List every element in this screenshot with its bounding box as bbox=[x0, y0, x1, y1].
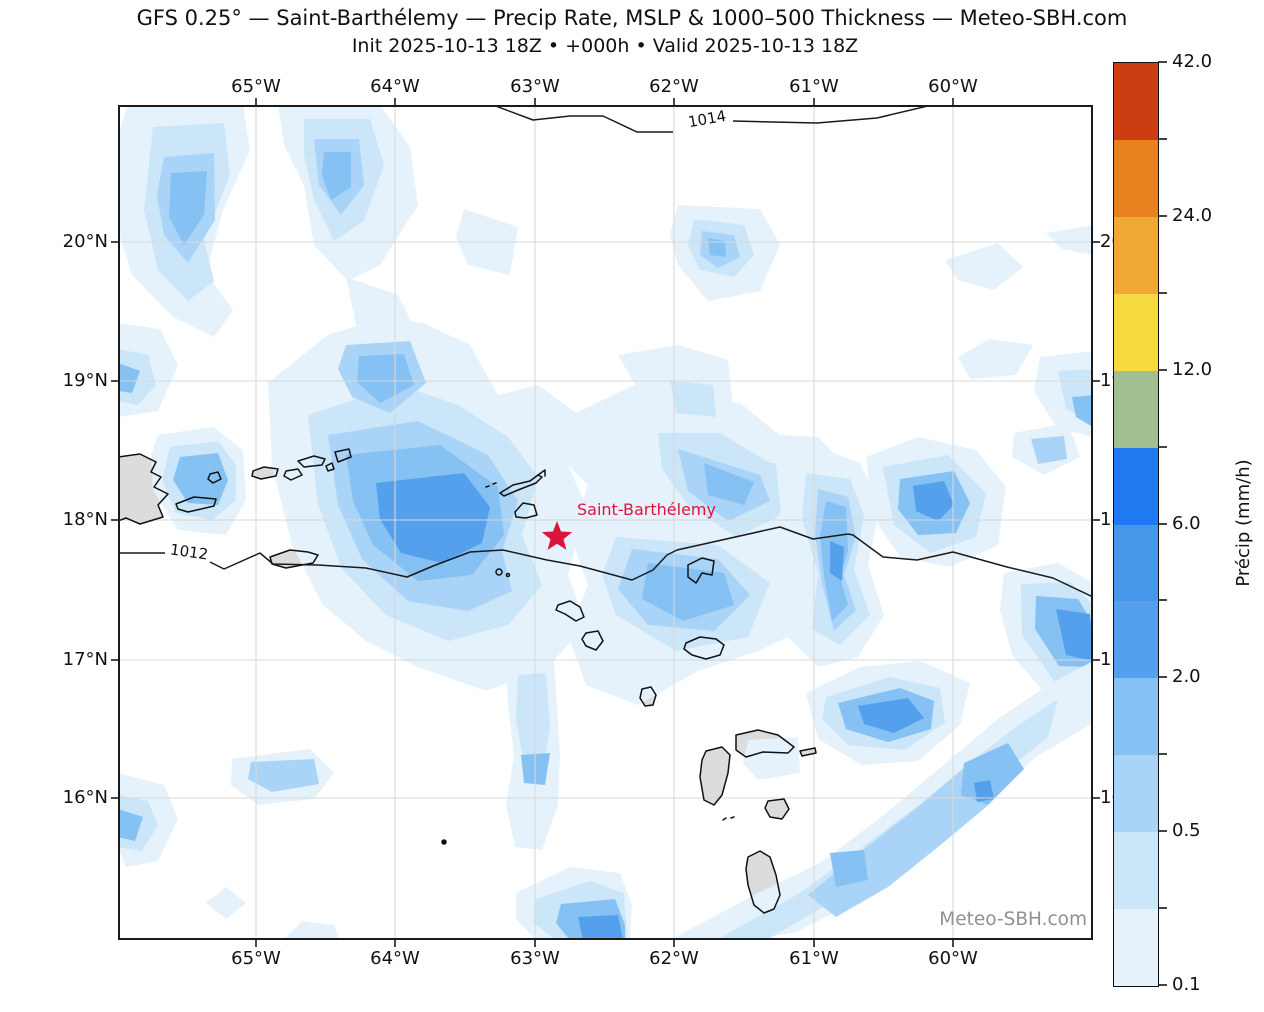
x-tick-top: 63°W bbox=[510, 76, 560, 97]
figure-subtitle: Init 2025-10-13 18Z • +000h • Valid 2025… bbox=[351, 35, 859, 57]
colorbar-segment bbox=[1114, 909, 1158, 987]
colorbar-segment bbox=[1114, 216, 1158, 294]
colorbar-tick: 42.0 bbox=[1172, 51, 1213, 72]
x-tick-bottom: 61°W bbox=[789, 948, 839, 969]
colorbar-title: Précip (mm/h) bbox=[1233, 459, 1254, 587]
colorbar-segment bbox=[1114, 601, 1158, 679]
colorbar-tick: 0.1 bbox=[1172, 974, 1201, 995]
y-tick-left: 19°N bbox=[62, 370, 108, 391]
watermark: Meteo-SBH.com bbox=[939, 909, 1087, 930]
y-tick-left: 20°N bbox=[62, 231, 108, 252]
colorbar-segment bbox=[1114, 370, 1158, 448]
x-tick-bottom: 63°W bbox=[510, 948, 560, 969]
map-canvas bbox=[120, 107, 1091, 938]
colorbar-segment bbox=[1114, 293, 1158, 371]
map-axes bbox=[118, 105, 1093, 940]
precip-colorbar bbox=[1113, 62, 1159, 987]
isobar-lines bbox=[120, 107, 1091, 597]
colorbar-segment bbox=[1114, 447, 1158, 525]
graticule bbox=[120, 107, 1091, 938]
colorbar-tick: 2.0 bbox=[1172, 666, 1201, 687]
precip-contours bbox=[120, 107, 1091, 938]
station-star-icon bbox=[541, 521, 573, 550]
x-tick-top: 62°W bbox=[649, 76, 699, 97]
colorbar-tick: 0.5 bbox=[1172, 820, 1201, 841]
x-tick-bottom: 65°W bbox=[231, 948, 281, 969]
x-tick-top: 60°W bbox=[928, 76, 978, 97]
colorbar-segment bbox=[1114, 139, 1158, 217]
colorbar-tick: 6.0 bbox=[1172, 513, 1201, 534]
x-tick-bottom: 60°W bbox=[928, 948, 978, 969]
colorbar-tick: 24.0 bbox=[1172, 205, 1213, 226]
colorbar-tick: 12.0 bbox=[1172, 359, 1213, 380]
coastlines bbox=[120, 448, 817, 914]
colorbar-segment bbox=[1114, 524, 1158, 602]
x-tick-bottom: 64°W bbox=[370, 948, 420, 969]
colorbar-segment bbox=[1114, 678, 1158, 756]
y-tick-left: 18°N bbox=[62, 509, 108, 530]
colorbar-segment bbox=[1114, 755, 1158, 833]
x-tick-top: 64°W bbox=[370, 76, 420, 97]
x-tick-top: 65°W bbox=[231, 76, 281, 97]
figure-title: GFS 0.25° — Saint-Barthélemy — Precip Ra… bbox=[136, 6, 1128, 30]
station-label: Saint-Barthélemy bbox=[577, 500, 716, 519]
colorbar-segment bbox=[1114, 63, 1158, 140]
x-tick-bottom: 62°W bbox=[649, 948, 699, 969]
y-tick-left: 16°N bbox=[62, 787, 108, 808]
y-tick-left: 17°N bbox=[62, 649, 108, 670]
colorbar-segment bbox=[1114, 832, 1158, 910]
x-tick-top: 61°W bbox=[789, 76, 839, 97]
